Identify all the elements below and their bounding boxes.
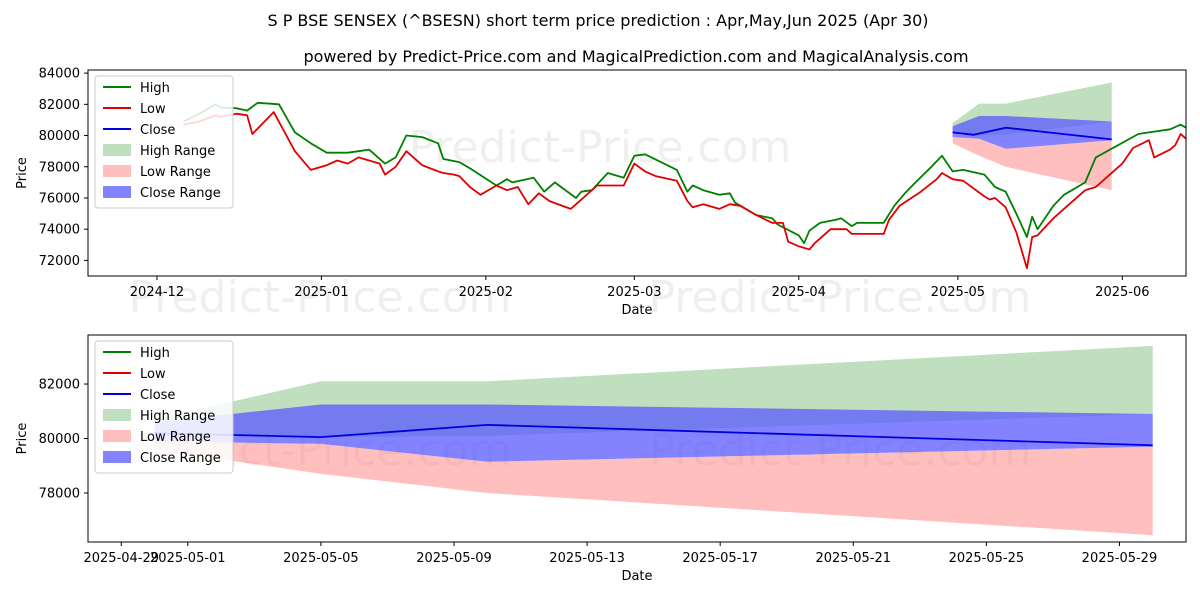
- legend-label: Low Range: [140, 165, 211, 180]
- watermark-text: Predict-Price.com: [649, 272, 1032, 323]
- close-line: [154, 423, 1153, 447]
- x-axis-label: Date: [621, 569, 652, 584]
- x-axis-label: Date: [621, 303, 652, 318]
- x-tick-label: 2025-05-01: [150, 551, 226, 566]
- legend-swatch: [103, 451, 131, 463]
- x-tick-label: 2025-01: [294, 285, 348, 300]
- x-tick-label: 2025-05-05: [283, 551, 359, 566]
- high-line: [183, 101, 1187, 245]
- legend-swatch: [103, 186, 131, 198]
- y-axis-label: Price: [15, 157, 30, 189]
- y-axis-label: Price: [15, 423, 30, 455]
- y-tick-label: 78000: [39, 160, 80, 175]
- top-panel: Predict-Price.com Predict-Price.com Pred…: [15, 67, 1187, 323]
- legend-swatch: [103, 430, 131, 442]
- chart-subtitle: powered by Predict-Price.com and Magical…: [303, 47, 968, 66]
- chart-title: S P BSE SENSEX (^BSESN) short term price…: [267, 11, 928, 30]
- low-range-band: [154, 441, 1153, 536]
- x-tick-label: 2025-05: [931, 285, 985, 300]
- x-tick-label: 2025-05-13: [549, 551, 625, 566]
- legend-item: Low Range: [103, 430, 211, 445]
- legend-item: Low Range: [103, 165, 211, 180]
- legend-label: High: [140, 346, 170, 361]
- y-tick-label: 74000: [39, 223, 80, 238]
- legend-item: High Range: [103, 409, 215, 424]
- x-tick-label: 2025-05-25: [949, 551, 1025, 566]
- legend-label: Low: [140, 367, 166, 382]
- legend-label: Close: [140, 388, 175, 403]
- legend-item: Close: [103, 123, 175, 138]
- bottom-panel: Predict-Price.com Predict-Price.com 7800…: [15, 334, 1187, 584]
- legend-swatch: [103, 409, 131, 421]
- y-tick-label: 76000: [39, 191, 80, 206]
- plot-frame: [87, 69, 1187, 277]
- y-tick-label: 80000: [39, 129, 80, 144]
- legend-label: High Range: [140, 144, 215, 159]
- y-tick-label: 72000: [39, 254, 80, 269]
- legend-item: Close: [103, 388, 175, 403]
- x-tick-label: 2025-05-09: [416, 551, 492, 566]
- legend-label: High: [140, 81, 170, 96]
- legend-item: High: [103, 81, 170, 96]
- x-tick-label: 2025-03: [607, 285, 661, 300]
- close-line: [952, 126, 1112, 141]
- legend-label: Low Range: [140, 430, 211, 445]
- low-range-band: [952, 137, 1112, 191]
- legend-swatch: [103, 144, 131, 156]
- x-tick-label: 2025-05-29: [1082, 551, 1158, 566]
- x-tick-label: 2025-04-29: [83, 551, 159, 566]
- watermark-text: Predict-Price.com: [409, 122, 792, 173]
- legend-item: Close Range: [103, 186, 221, 201]
- y-tick-label: 82000: [39, 378, 80, 393]
- legend-label: Close Range: [140, 186, 221, 201]
- x-tick-label: 2025-04: [772, 285, 826, 300]
- close-range-band: [952, 116, 1112, 149]
- low-line: [183, 111, 1187, 270]
- legend-item: Low: [103, 367, 166, 382]
- legend-label: Close: [140, 123, 175, 138]
- legend-label: High Range: [140, 409, 215, 424]
- watermark-text: Predict-Price.com: [129, 272, 512, 323]
- y-tick-label: 82000: [39, 98, 80, 113]
- legend-item: High: [103, 346, 170, 361]
- y-tick-label: 80000: [39, 432, 80, 447]
- x-tick-label: 2025-05-21: [815, 551, 891, 566]
- x-tick-label: 2025-06: [1095, 285, 1149, 300]
- x-tick-label: 2025-02: [459, 285, 513, 300]
- legend: High Low Close High Range Low Range Close Ran…: [94, 75, 234, 209]
- y-tick-label: 78000: [39, 486, 80, 501]
- x-tick-label: 2024-12: [130, 285, 184, 300]
- legend-item: Close Range: [103, 451, 221, 466]
- legend-item: High Range: [103, 144, 215, 159]
- y-tick-label: 84000: [39, 67, 80, 82]
- legend-item: Low: [103, 102, 166, 117]
- legend-swatch: [103, 165, 131, 177]
- close-range-band: [154, 404, 1153, 462]
- legend-label: Low: [140, 102, 166, 117]
- legend: High Low Close High Range Low Range Close Ran…: [94, 340, 234, 474]
- legend-label: Close Range: [140, 451, 221, 466]
- x-tick-label: 2025-05-17: [682, 551, 758, 566]
